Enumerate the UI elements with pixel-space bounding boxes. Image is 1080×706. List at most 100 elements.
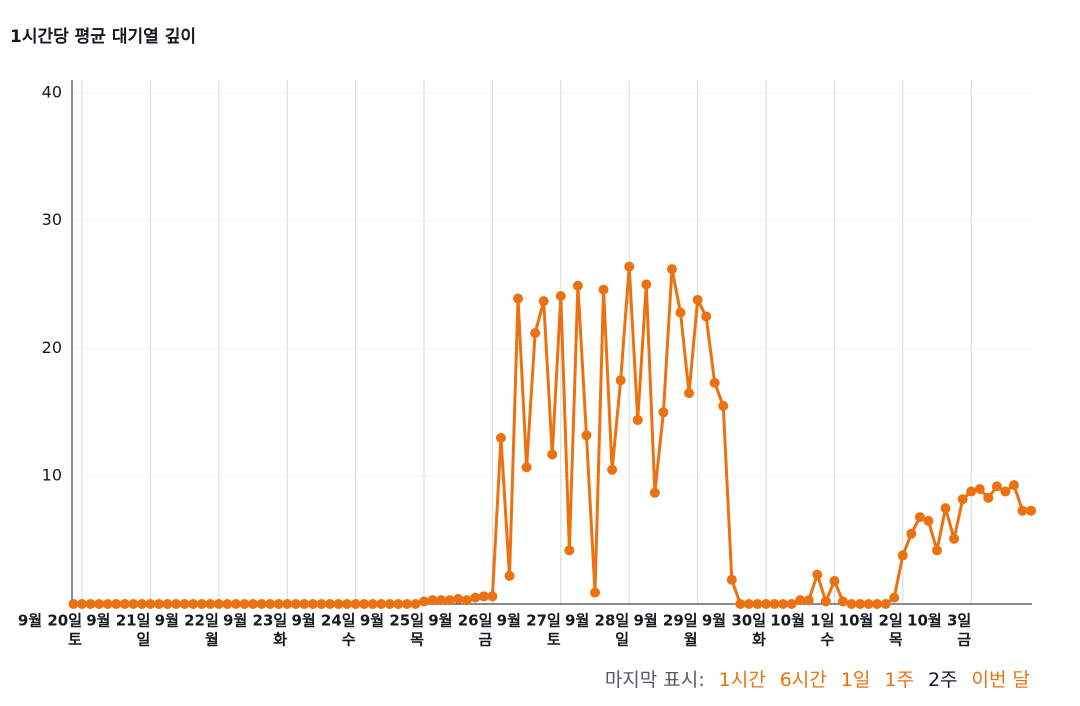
time-range-option[interactable]: 2주 xyxy=(927,669,958,691)
time-range-option[interactable]: 6시간 xyxy=(779,669,827,691)
data-point xyxy=(427,595,438,606)
data-point xyxy=(829,575,840,586)
data-point xyxy=(367,599,378,609)
data-point xyxy=(256,599,267,609)
data-point xyxy=(94,599,105,609)
data-point xyxy=(983,492,994,503)
data-point xyxy=(359,599,370,609)
data-point xyxy=(145,599,156,609)
data-point xyxy=(521,462,532,473)
data-point xyxy=(248,599,258,609)
data-point xyxy=(855,599,866,609)
x-tick-sublabel: 금 xyxy=(957,631,971,649)
data-point xyxy=(581,430,592,441)
data-point xyxy=(761,599,771,609)
data-point xyxy=(726,574,737,585)
x-tick-label: 10월 1일 xyxy=(770,612,834,630)
data-point xyxy=(803,595,814,606)
data-point xyxy=(555,290,566,301)
data-point xyxy=(701,311,712,322)
data-point xyxy=(401,599,412,609)
data-point xyxy=(384,599,395,609)
x-tick-sublabel: 금 xyxy=(478,631,492,649)
data-point xyxy=(966,486,977,497)
data-point xyxy=(307,599,318,609)
data-point xyxy=(709,377,720,388)
time-range-label: 마지막 표시: xyxy=(604,669,705,691)
time-range-option[interactable]: 1시간 xyxy=(718,669,766,691)
data-point xyxy=(949,533,960,544)
data-point xyxy=(393,599,404,609)
data-point xyxy=(863,599,874,609)
data-point xyxy=(239,599,250,609)
data-point xyxy=(957,494,968,505)
data-point xyxy=(171,599,182,609)
x-tick-label: 9월 22일 xyxy=(155,612,219,630)
data-point xyxy=(675,307,686,318)
time-range-option[interactable]: 이번 달 xyxy=(971,669,1030,691)
time-range-option[interactable]: 1주 xyxy=(884,669,914,691)
y-tick-label: 10 xyxy=(42,466,62,485)
data-point xyxy=(649,487,660,498)
data-point xyxy=(205,599,216,609)
chart-title: 1시간당 평균 대기열 깊이 xyxy=(10,27,196,47)
data-point xyxy=(846,599,857,609)
data-point xyxy=(153,599,164,609)
data-point xyxy=(692,294,703,305)
data-point xyxy=(940,503,951,514)
data-point xyxy=(641,279,652,290)
data-point xyxy=(77,599,87,609)
data-point xyxy=(624,261,635,272)
data-point xyxy=(923,515,934,526)
data-point xyxy=(265,599,276,609)
data-point xyxy=(889,592,900,603)
data-point xyxy=(188,599,199,609)
x-tick-sublabel: 목 xyxy=(889,631,903,649)
data-point xyxy=(478,591,489,602)
x-tick-sublabel: 일 xyxy=(615,631,629,649)
data-point xyxy=(162,599,173,609)
data-point xyxy=(179,599,190,609)
data-point xyxy=(932,545,942,556)
data-point xyxy=(795,595,806,606)
x-tick-sublabel: 월 xyxy=(205,631,219,649)
data-point xyxy=(419,596,429,607)
data-point xyxy=(513,293,524,304)
x-tick-label: 9월 20일 xyxy=(18,612,82,630)
data-point xyxy=(1017,505,1028,516)
data-point xyxy=(820,596,831,607)
y-tick-label: 30 xyxy=(42,210,62,229)
x-tick-sublabel: 월 xyxy=(684,631,698,649)
data-point xyxy=(376,599,387,609)
data-point xyxy=(68,599,79,609)
data-point xyxy=(530,328,541,339)
x-tick-label: 9월 26일 xyxy=(428,612,492,630)
x-tick-label: 9월 27일 xyxy=(497,612,561,630)
data-point xyxy=(230,599,241,609)
data-point xyxy=(222,599,233,609)
data-point xyxy=(658,407,669,418)
data-point xyxy=(590,587,600,598)
x-tick-label: 9월 29일 xyxy=(633,612,697,630)
data-point xyxy=(974,483,985,494)
data-point xyxy=(1008,480,1019,491)
data-point xyxy=(324,599,335,609)
time-range-option[interactable]: 1일 xyxy=(840,669,871,691)
data-point xyxy=(213,599,224,609)
x-tick-label: 10월 2일 xyxy=(839,612,903,630)
data-point xyxy=(872,599,883,609)
data-point xyxy=(538,296,549,307)
data-point xyxy=(786,599,797,609)
data-point xyxy=(572,280,583,291)
x-tick-sublabel: 수 xyxy=(820,631,834,649)
x-tick-label: 9월 30일 xyxy=(702,612,766,630)
data-point xyxy=(111,599,122,609)
data-point xyxy=(598,284,609,295)
x-tick-label: 9월 25일 xyxy=(360,612,424,630)
x-tick-sublabel: 일 xyxy=(136,631,150,649)
data-point xyxy=(778,599,789,609)
series-line xyxy=(73,265,1032,606)
data-point xyxy=(666,264,677,275)
data-point xyxy=(102,599,113,609)
